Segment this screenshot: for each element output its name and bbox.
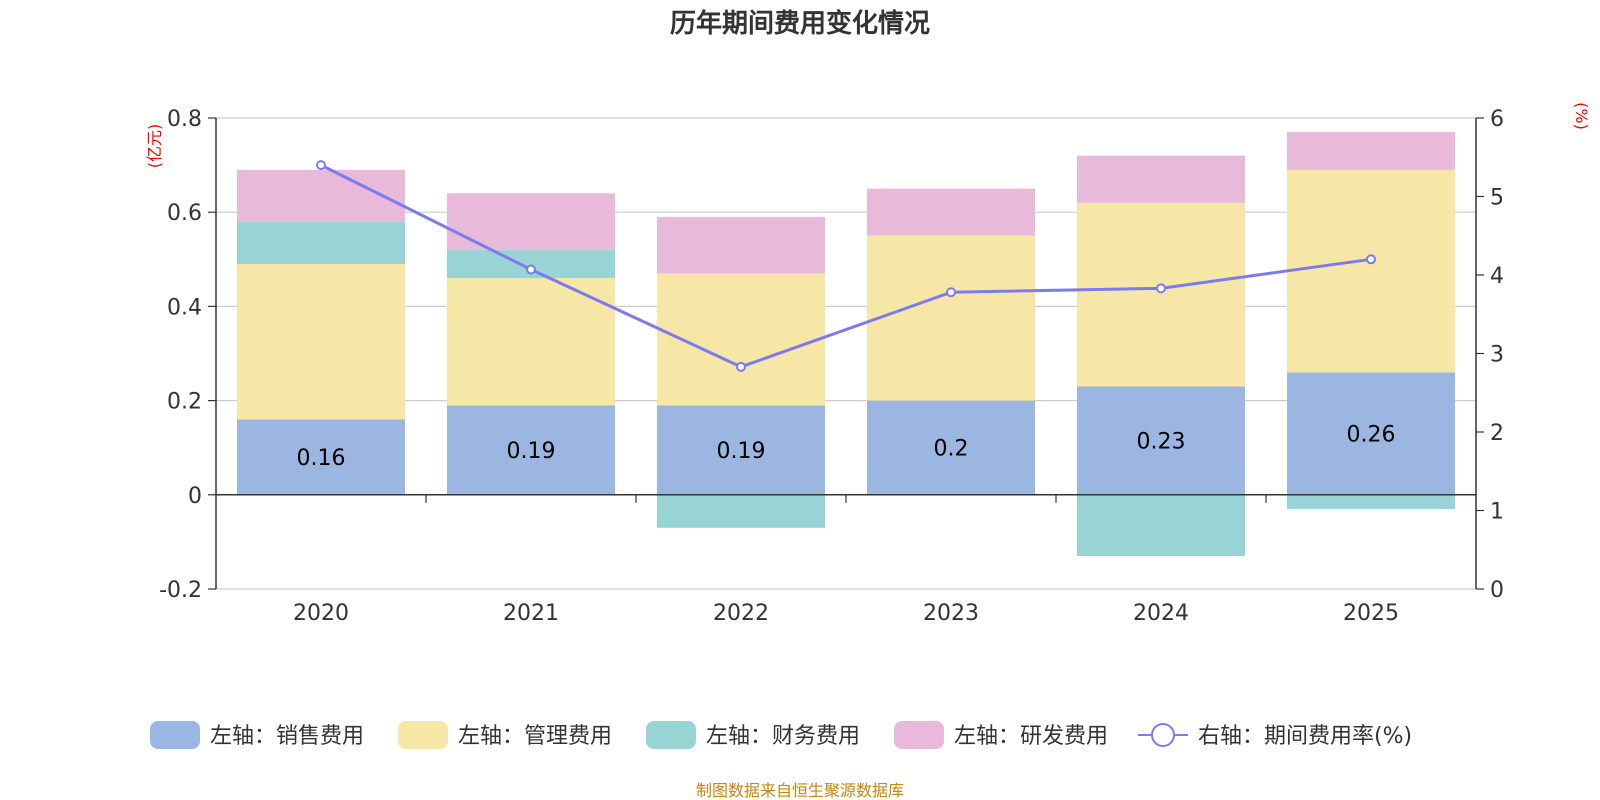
bar-segment-0-2025[interactable] — [1287, 372, 1455, 495]
left-axis-tick-label: -0.2 — [159, 578, 202, 603]
left-axis-tick-label: 0.2 — [167, 390, 202, 415]
legend-swatch[interactable] — [646, 721, 696, 749]
axes: 0.8 0.6 0.4 0.2 0 -0.2 6 5 4 3 2 1 0 2020 2021 2022 2023… — [159, 107, 1504, 626]
data-label: 0.16 — [297, 446, 346, 471]
rate-line-point[interactable] — [1366, 254, 1376, 265]
bar-segment-2-2024[interactable] — [1077, 494, 1245, 557]
right-axis-tick-label: 5 — [1490, 186, 1504, 211]
data-label: 0.19 — [717, 439, 766, 464]
bar-segment-0-2021[interactable] — [447, 405, 615, 495]
right-axis-tick-label: 3 — [1490, 343, 1504, 368]
legend-label[interactable]: 左轴：研发费用 — [954, 724, 1108, 749]
right-axis-tick-label: 2 — [1490, 421, 1504, 446]
left-axis-unit: (亿元) — [145, 124, 164, 169]
right-axis-tick-label: 1 — [1490, 500, 1504, 525]
x-axis-tick-label: 2021 — [503, 601, 559, 626]
data-label: 0.26 — [1347, 423, 1396, 448]
legend-label[interactable]: 右轴：期间费用率(%) — [1198, 724, 1412, 749]
bar-segment-0-2024[interactable] — [1077, 386, 1245, 495]
legend-label[interactable]: 左轴：销售费用 — [210, 724, 364, 749]
bar-segment-3-2020[interactable] — [237, 169, 405, 222]
left-axis-tick-label: 0 — [188, 484, 202, 509]
bar-segment-1-2025[interactable] — [1287, 169, 1455, 373]
bar-segment-2-2020[interactable] — [237, 221, 405, 265]
data-label: 0.23 — [1137, 430, 1186, 455]
bar-segment-3-2025[interactable] — [1287, 132, 1455, 170]
bar-segment-1-2021[interactable] — [447, 278, 615, 406]
right-axis-tick-label: 6 — [1490, 107, 1504, 132]
x-axis-tick-label: 2024 — [1133, 601, 1189, 626]
data-labels: 0.16 0.19 0.19 0.2 0.23 0.26 — [297, 423, 1396, 472]
rate-line-point[interactable] — [946, 287, 956, 298]
left-axis-tick-label: 0.4 — [167, 295, 202, 320]
legend-line-marker[interactable] — [1151, 723, 1175, 747]
rate-line-path — [320, 163, 1372, 369]
bar-segment-0-2022[interactable] — [657, 405, 825, 495]
right-axis-tick-label: 4 — [1490, 264, 1504, 289]
bar-segment-2-2025[interactable] — [1287, 494, 1455, 509]
legend-swatch[interactable] — [398, 721, 448, 749]
bar-segment-3-2022[interactable] — [657, 216, 825, 274]
bar-segment-0-2020[interactable] — [237, 419, 405, 495]
legend-swatch[interactable] — [150, 721, 200, 749]
rate-line — [316, 160, 1376, 372]
right-axis-unit: (%) — [1572, 102, 1591, 130]
source-note: 制图数据来自恒生聚源数据库 — [696, 781, 904, 800]
rate-line-point[interactable] — [736, 361, 746, 372]
x-axis-tick-label: 2023 — [923, 601, 979, 626]
right-axis-tick-label: 0 — [1490, 578, 1504, 603]
legend-swatch[interactable] — [894, 721, 944, 749]
bar-segment-1-2020[interactable] — [237, 264, 405, 420]
bar-segment-2-2022[interactable] — [657, 494, 825, 528]
bar-segment-1-2024[interactable] — [1077, 202, 1245, 387]
data-label: 0.19 — [507, 439, 556, 464]
bar-segment-3-2023[interactable] — [867, 188, 1035, 236]
bar-segment-1-2023[interactable] — [867, 235, 1035, 401]
rate-line-point[interactable] — [526, 264, 536, 275]
bar-segment-3-2024[interactable] — [1077, 155, 1245, 203]
legend-label[interactable]: 左轴：管理费用 — [458, 724, 612, 749]
chart-title: 历年期间费用变化情况 — [670, 8, 930, 39]
gridlines — [216, 117, 1476, 590]
bar-series — [237, 132, 1455, 557]
rate-line-point[interactable] — [316, 160, 326, 171]
x-axis-tick-label: 2020 — [293, 601, 349, 626]
legend[interactable]: 左轴：销售费用 左轴：管理费用 左轴：财务费用 左轴：研发费用 右轴：期间费用率(%) — [150, 721, 1412, 749]
left-axis-tick-label: 0.8 — [167, 107, 202, 132]
rate-line-point[interactable] — [1156, 283, 1166, 294]
x-axis-tick-label: 2022 — [713, 601, 769, 626]
data-label: 0.2 — [934, 437, 969, 462]
x-axis-tick-label: 2025 — [1343, 601, 1399, 626]
bar-segment-0-2023[interactable] — [867, 400, 1035, 495]
left-axis-tick-label: 0.6 — [167, 201, 202, 226]
legend-label[interactable]: 左轴：财务费用 — [706, 724, 860, 749]
